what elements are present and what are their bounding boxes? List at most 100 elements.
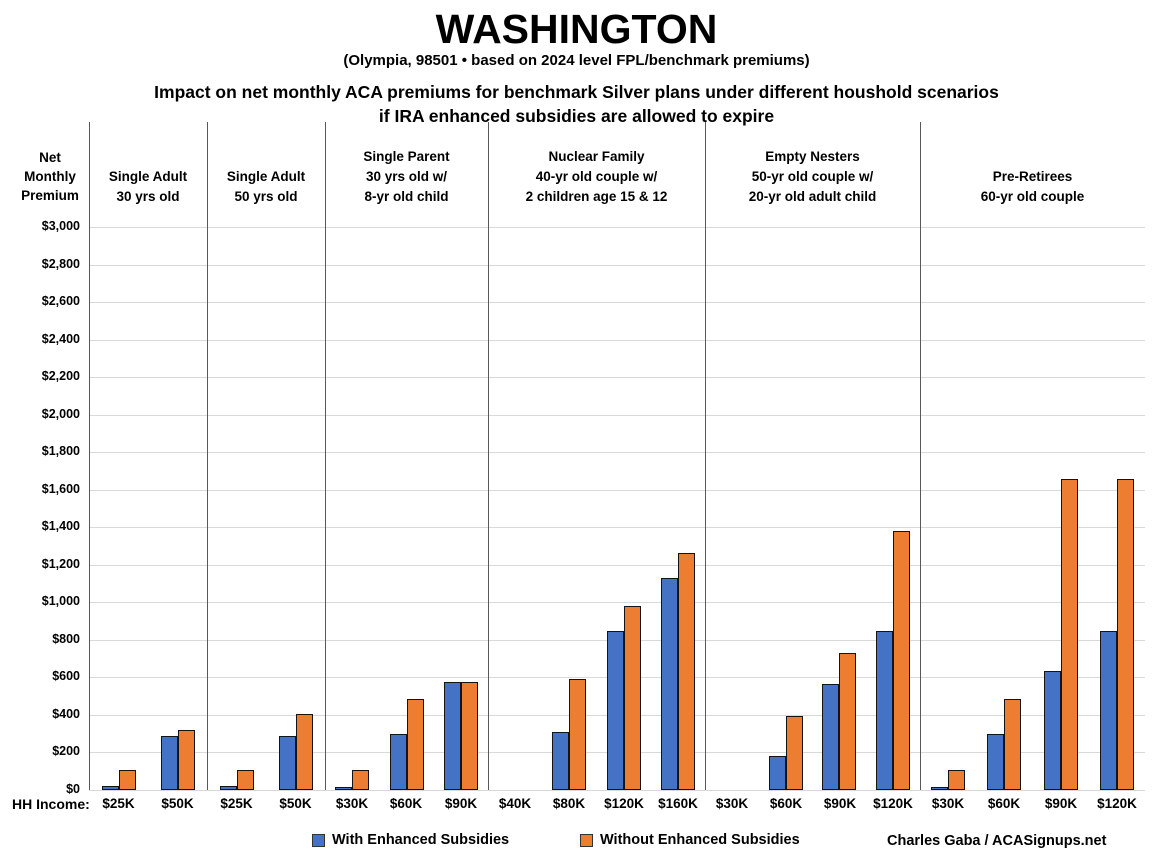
- bar-without-subsidies: [624, 606, 641, 790]
- bar-without-subsidies: [1004, 699, 1021, 790]
- group-header-line: Nuclear Family: [548, 149, 645, 164]
- legend-item-with-subsidies: With Enhanced Subsidies: [312, 832, 509, 848]
- bar-with-subsidies: [390, 734, 407, 790]
- bar-with-subsidies: [876, 631, 893, 790]
- income-label: $60K: [769, 796, 803, 811]
- income-label: $25K: [102, 796, 135, 811]
- gridline-1400: [89, 527, 1145, 528]
- group-header-line: Single Adult: [108, 169, 188, 184]
- bar-without-subsidies: [461, 682, 478, 790]
- gridline-2200: [89, 377, 1145, 378]
- gridline-1600: [89, 490, 1145, 491]
- y-tick-label: $800: [52, 632, 80, 646]
- group-header-line: 30 yrs old: [116, 189, 180, 204]
- group-header-5: Pre-Retirees 60-yr old couple: [920, 167, 1145, 207]
- income-label: $160K: [658, 796, 698, 811]
- chart-subtitle: (Olympia, 98501 • based on 2024 level FP…: [343, 52, 810, 69]
- income-label: $30K: [335, 796, 369, 811]
- bar-without-subsidies: [119, 770, 136, 790]
- y-tick-label: $2,000: [41, 407, 80, 421]
- legend-label: With Enhanced Subsidies: [332, 832, 510, 848]
- income-label: $120K: [873, 796, 913, 811]
- bar-with-subsidies: [987, 734, 1004, 790]
- y-tick-label: $3,000: [41, 219, 80, 233]
- group-header-line: 30 yrs old w/: [365, 169, 448, 184]
- y-axis-title-line: Premium: [21, 188, 79, 203]
- group-header-2: Single Parent 30 yrs old w/8-yr old child: [325, 147, 488, 207]
- panel-separator-5: [920, 122, 921, 790]
- bar-without-subsidies: [352, 770, 369, 790]
- group-header-line: Single Parent: [363, 149, 450, 164]
- bar-with-subsidies: [444, 682, 461, 790]
- group-header-1: Single Adult 50 yrs old: [207, 167, 325, 207]
- bar-without-subsidies: [678, 553, 695, 790]
- group-header-line: 8-yr old child: [364, 189, 449, 204]
- y-tick-label: $1,200: [41, 557, 80, 571]
- y-axis-title-line: Monthly: [24, 169, 76, 184]
- group-header-line: 50-yr old couple w/: [751, 169, 874, 184]
- bar-with-subsidies: [102, 786, 119, 790]
- income-label: $120K: [1097, 796, 1137, 811]
- group-header-line: 40-yr old couple w/: [535, 169, 658, 184]
- bar-without-subsidies: [839, 653, 856, 790]
- group-header-line: 60-yr old couple: [980, 189, 1085, 204]
- x-axis-label: HH Income:: [12, 796, 90, 812]
- y-tick-label: $200: [52, 744, 80, 758]
- bar-with-subsidies: [769, 756, 786, 790]
- gridline-2800: [89, 265, 1145, 266]
- bar-with-subsidies: [661, 578, 678, 790]
- group-header-line: 2 children age 15 & 12: [525, 189, 668, 204]
- group-header-line: Single Adult: [226, 169, 306, 184]
- bar-with-subsidies: [1100, 631, 1117, 790]
- panel-separator-2: [325, 122, 326, 790]
- y-tick-label: $1,400: [41, 519, 80, 533]
- y-tick-label: $1,600: [41, 482, 80, 496]
- bar-without-subsidies: [569, 679, 586, 790]
- group-header-line: 20-yr old adult child: [748, 189, 877, 204]
- y-tick-label: $2,400: [41, 332, 80, 346]
- gridline-2400: [89, 340, 1145, 341]
- income-label: $90K: [823, 796, 857, 811]
- panel-separator-0: [89, 122, 90, 790]
- income-label: $50K: [161, 796, 194, 811]
- bar-without-subsidies: [1061, 479, 1078, 790]
- bar-with-subsidies: [220, 786, 237, 790]
- bar-with-subsidies: [822, 684, 839, 790]
- bar-without-subsidies: [237, 770, 254, 790]
- bar-without-subsidies: [178, 730, 195, 790]
- bar-with-subsidies: [1044, 671, 1061, 790]
- bar-without-subsidies: [786, 716, 803, 790]
- legend-swatch-orange: [580, 833, 593, 847]
- bar-with-subsidies: [279, 736, 296, 790]
- y-tick-label: $2,800: [41, 257, 80, 271]
- bar-with-subsidies: [335, 787, 352, 790]
- group-header-4: Empty Nesters 50-yr old couple w/20-yr ol…: [705, 147, 920, 207]
- gridline-1200: [89, 565, 1145, 566]
- legend-swatch-blue: [312, 833, 325, 847]
- gridline-2600: [89, 302, 1145, 303]
- bar-without-subsidies: [296, 714, 313, 790]
- bar-with-subsidies: [552, 732, 569, 790]
- y-tick-label: $400: [52, 707, 80, 721]
- y-tick-label: $600: [52, 669, 80, 683]
- income-label: $30K: [715, 796, 749, 811]
- panel-separator-4: [705, 122, 706, 790]
- income-label: $120K: [604, 796, 644, 811]
- chart-description-line1: Impact on net monthly ACA premiums for b…: [154, 82, 999, 102]
- income-label: $90K: [444, 796, 478, 811]
- group-header-0: Single Adult 30 yrs old: [89, 167, 207, 207]
- y-axis-title: Net Monthly Premium: [10, 148, 90, 205]
- group-header-line: Pre-Retirees: [992, 169, 1073, 184]
- y-axis-title-line: Net: [39, 150, 61, 165]
- y-tick-label: $2,200: [41, 369, 80, 383]
- y-tick-label: $1,000: [41, 594, 80, 608]
- bar-with-subsidies: [161, 736, 178, 790]
- group-header-line: 50 yrs old: [234, 189, 298, 204]
- legend-item-without-subsidies: Without Enhanced Subsidies: [580, 832, 800, 848]
- group-header-3: Nuclear Family 40-yr old couple w/2 child…: [488, 147, 705, 207]
- bar-without-subsidies: [893, 531, 910, 790]
- gridline-3000: [89, 227, 1145, 228]
- attribution: Charles Gaba / ACASignups.net: [887, 833, 1107, 849]
- gridline-1800: [89, 452, 1145, 453]
